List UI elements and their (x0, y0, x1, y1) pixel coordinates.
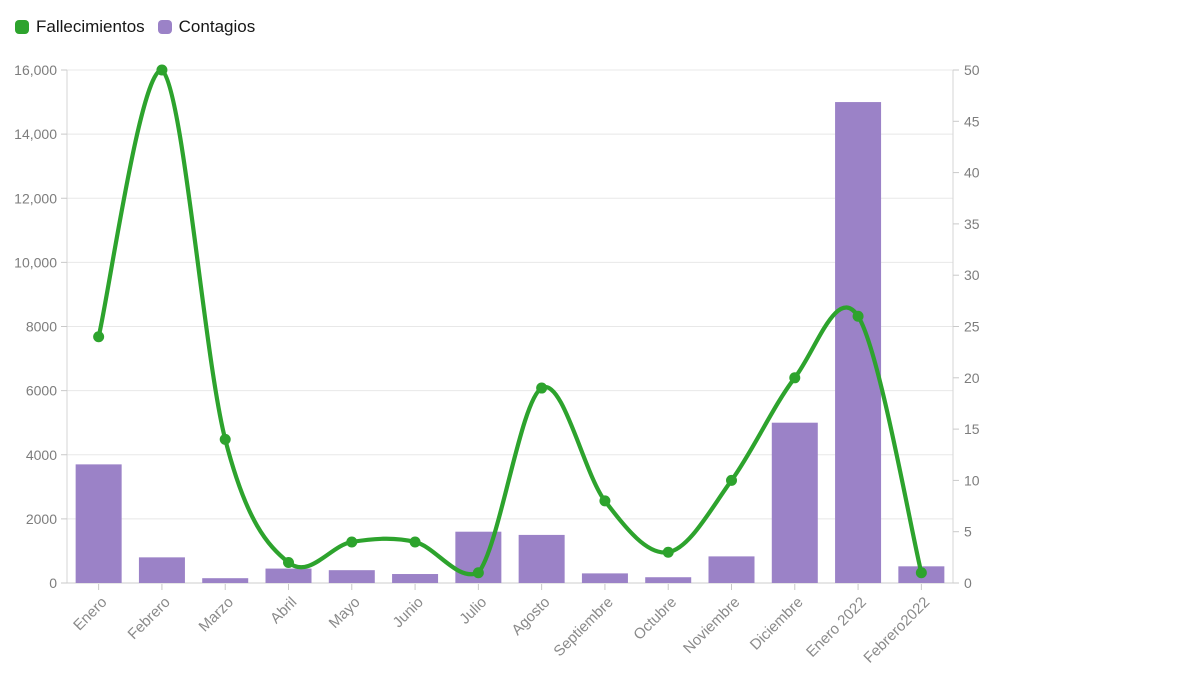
point-fallecimientos-enero[interactable] (93, 331, 105, 343)
x-axis-label-marzo: Marzo (196, 594, 237, 635)
left-axis-tick-label: 10,000 (14, 254, 57, 270)
right-axis-tick-label: 40 (964, 165, 980, 181)
contagios-swatch-icon (157, 20, 172, 34)
x-axis-label-abril: Abril (267, 594, 300, 627)
bar-contagios-marzo[interactable] (202, 578, 249, 583)
legend: Fallecimientos Contagios (15, 17, 255, 37)
point-fallecimientos-abril[interactable] (283, 556, 294, 568)
left-axis-tick-label: 16,000 (14, 62, 57, 78)
bar-contagios-septiembre[interactable] (581, 573, 628, 583)
left-axis-tick-label: 14,000 (14, 126, 57, 142)
right-axis-tick-label: 5 (964, 524, 972, 540)
legend-label-fallecimientos: Fallecimientos (36, 17, 145, 36)
left-axis-tick-label: 0 (49, 575, 57, 591)
left-axis-tick-label: 8000 (26, 319, 57, 335)
right-axis-tick-label: 30 (964, 267, 980, 283)
point-fallecimientos-marzo[interactable] (219, 433, 231, 445)
point-fallecimientos-junio[interactable] (409, 536, 421, 548)
x-axis-label-mayo: Mayo (326, 594, 364, 632)
fallecimientos-swatch-icon (15, 20, 29, 34)
x-axis-label-enero: Enero (70, 594, 110, 634)
bar-contagios-mayo[interactable] (328, 570, 375, 583)
point-fallecimientos-febrero[interactable] (156, 64, 168, 76)
x-axis-label-febrero: Febrero (125, 594, 174, 643)
point-fallecimientos-agosto[interactable] (536, 382, 548, 394)
x-axis-label-agosto: Agosto (508, 594, 553, 639)
point-fallecimientos-febrero2022[interactable] (915, 567, 927, 579)
right-axis-tick-label: 0 (964, 575, 972, 591)
bar-contagios-abril[interactable] (265, 568, 312, 583)
right-axis-tick-label: 35 (964, 216, 980, 232)
bar-contagios-enero-2022[interactable] (835, 102, 882, 583)
bar-contagios-junio[interactable] (392, 574, 439, 583)
point-fallecimientos-enero-2022[interactable] (852, 310, 864, 322)
point-fallecimientos-mayo[interactable] (346, 536, 358, 548)
bar-contagios-agosto[interactable] (518, 534, 565, 583)
left-axis-tick-label: 2000 (26, 511, 57, 527)
bar-contagios-enero[interactable] (75, 464, 122, 583)
point-fallecimientos-septiembre[interactable] (599, 495, 611, 507)
x-axis-label-octubre: Octubre (630, 594, 680, 644)
point-fallecimientos-octubre[interactable] (662, 546, 674, 558)
left-axis-tick-label: 6000 (26, 383, 57, 399)
bar-contagios-diciembre[interactable] (771, 422, 818, 583)
point-fallecimientos-diciembre[interactable] (789, 372, 801, 384)
right-axis-tick-label: 50 (964, 62, 980, 78)
bar-contagios-febrero[interactable] (138, 557, 185, 583)
legend-label-contagios: Contagios (178, 17, 256, 36)
right-axis-tick-label: 45 (964, 113, 980, 129)
point-fallecimientos-julio[interactable] (472, 567, 484, 579)
right-axis-tick-label: 25 (964, 319, 980, 335)
right-axis-tick-label: 20 (964, 370, 980, 386)
right-axis-tick-label: 10 (964, 472, 980, 488)
bar-contagios-octubre[interactable] (645, 577, 692, 583)
x-axis-label-junio: Junio (390, 594, 427, 631)
x-axis-label-noviembre: Noviembre (680, 594, 743, 657)
x-axis-label-enero-2022: Enero 2022 (803, 594, 870, 661)
x-axis-label-febrero2022: Febrero2022 (860, 594, 933, 667)
right-axis-tick-label: 15 (964, 421, 980, 437)
x-axis-label-julio: Julio (456, 594, 490, 628)
legend-item-fallecimientos[interactable]: Fallecimientos (15, 17, 145, 37)
x-axis-label-diciembre: Diciembre (747, 594, 807, 654)
bar-contagios-noviembre[interactable] (708, 556, 755, 583)
left-axis-tick-label: 12,000 (14, 190, 57, 206)
left-axis-tick-label: 4000 (26, 447, 57, 463)
x-axis-label-septiembre: Septiembre (550, 594, 616, 660)
legend-item-contagios[interactable]: Contagios (157, 17, 256, 37)
point-fallecimientos-noviembre[interactable] (726, 474, 737, 486)
